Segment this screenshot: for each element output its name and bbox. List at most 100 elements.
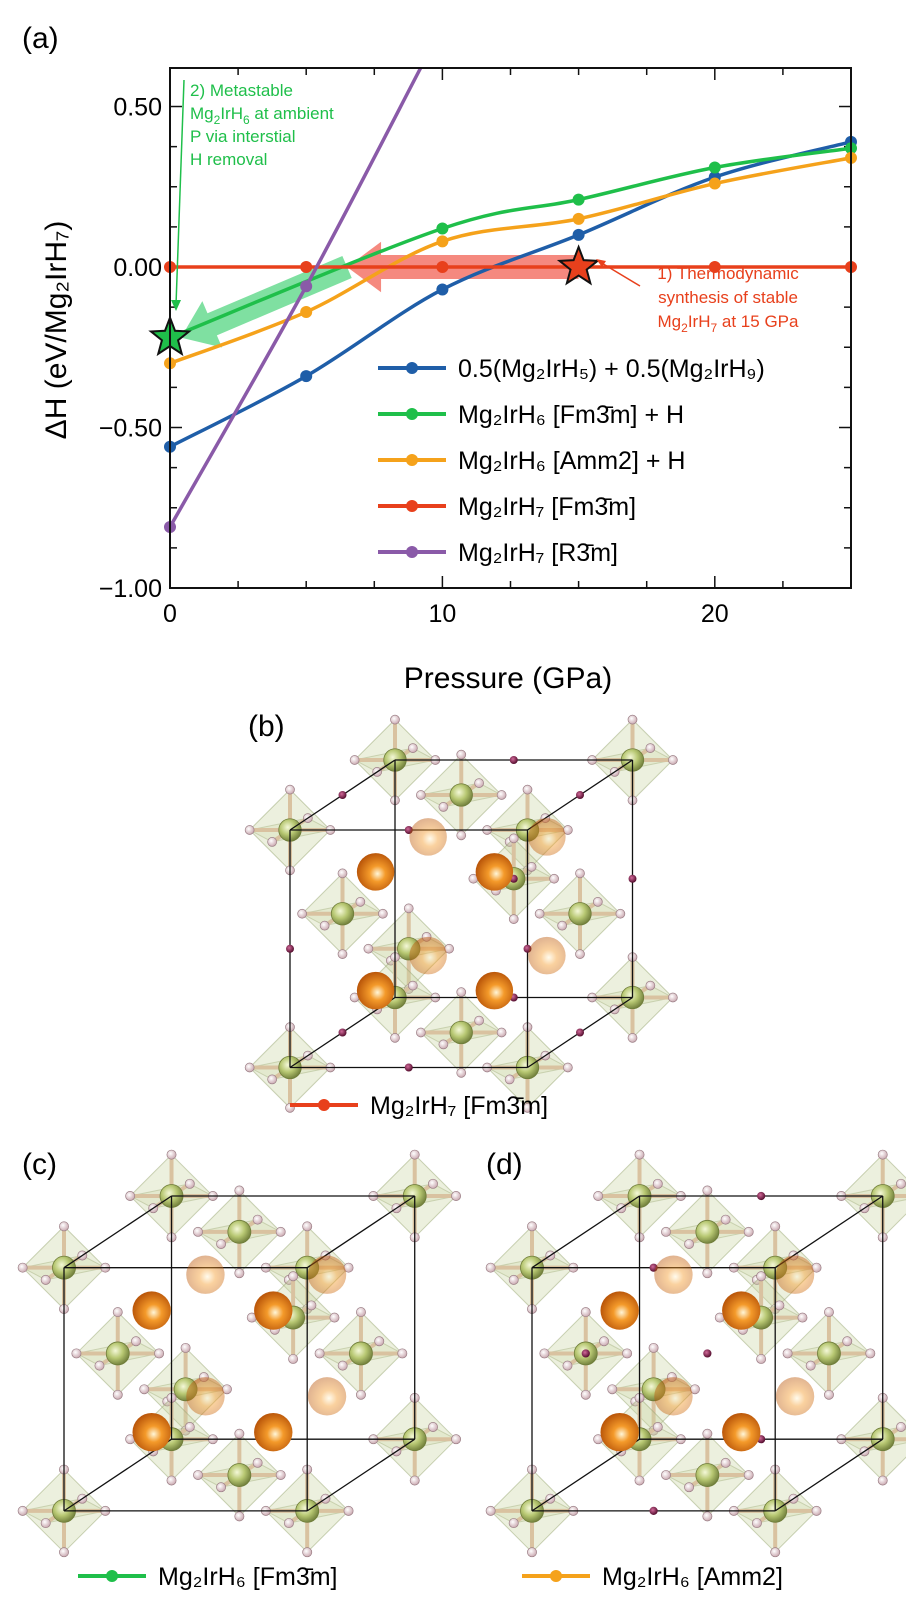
mg-atom (356, 971, 395, 1010)
h-atom (508, 914, 519, 924)
h-atom (59, 1547, 69, 1558)
h-atom (634, 1475, 645, 1486)
mg-atom (254, 1412, 293, 1452)
h-atom (139, 1384, 150, 1395)
crystal-structure-d (485, 1149, 906, 1558)
h-atom (285, 784, 295, 795)
cell-edge (774, 1438, 884, 1512)
series-line-h6_amm2 (169, 156, 852, 365)
h-atom (580, 1389, 591, 1400)
thermo-line-1: 1) Thermodynamic (657, 264, 799, 283)
meta-line-3: P via interstial (190, 127, 296, 146)
meta-line-4: H removal (190, 150, 267, 169)
mg-atom (132, 1412, 171, 1452)
y-tick-labels: 0.50 0.00 −0.50 −1.00 (99, 94, 162, 603)
h-atom (534, 908, 545, 919)
data-point-h7_fm3m (708, 261, 721, 274)
interstitial-h-atom (338, 791, 347, 799)
h-atom (363, 943, 374, 954)
h-atom (842, 1336, 853, 1347)
h-atom (166, 1149, 177, 1160)
panel-label-a: (a) (22, 22, 59, 55)
h-atom (456, 987, 467, 997)
data-point-h6_amm2 (300, 305, 313, 318)
h-atom (403, 903, 414, 914)
h-atom (508, 833, 519, 844)
h-atom (306, 1300, 317, 1311)
h-atom (319, 920, 330, 931)
h-atom (193, 1226, 203, 1237)
h-atom (720, 1214, 731, 1225)
legend-item-h7_fm3m: Mg₂IrH₇ [Fm3̄m] (378, 493, 636, 521)
mg-atom (186, 1377, 225, 1416)
h-atom (496, 1027, 507, 1038)
plot-frame (169, 67, 852, 589)
thermo-line-2: synthesis of stable (658, 288, 798, 307)
h-atom (702, 1268, 713, 1279)
ir-atom (349, 1341, 373, 1366)
structure-panel-d: (d) Mg₂IrH₆ [Amm2] (485, 1148, 906, 1591)
data-point-h7_fm3m (436, 261, 449, 274)
h-atom (125, 1191, 136, 1201)
h-atom (575, 868, 585, 879)
h-atom (668, 992, 678, 1003)
h-atom (297, 908, 307, 919)
y-tick-label: −1.00 (99, 575, 162, 603)
legend-item-h6_amm2: Mg₂IrH₆ [Amm2] + H (378, 447, 685, 475)
h-atom (522, 784, 533, 795)
mg-atom (475, 971, 514, 1010)
series-line-mg2irh5_h9 (169, 140, 852, 449)
h-atom (409, 1149, 420, 1160)
h-atom (378, 908, 388, 919)
h-atom (193, 1470, 203, 1480)
h-atom (684, 1239, 695, 1249)
h-atom (474, 778, 484, 788)
mg-atom (132, 1291, 171, 1330)
ir-octahedron (71, 1307, 165, 1400)
data-point-h6_amm2 (436, 235, 449, 248)
chart-legend: 0.5(Mg₂IrH₅) + 0.5(Mg₂IrH₉) Mg₂IrH₆ [Fm3̄… (378, 355, 765, 567)
h-atom (180, 1342, 191, 1353)
h-atom (702, 1185, 713, 1196)
h-atom (607, 1384, 618, 1395)
h-atom (397, 1348, 408, 1359)
mg-atom (775, 1255, 815, 1294)
h-atom (770, 1547, 781, 1558)
legend-marker (406, 408, 418, 420)
ir-atom (227, 1219, 252, 1244)
h-atom (824, 1307, 834, 1318)
h-atom (234, 1268, 245, 1279)
h-atom (166, 1475, 177, 1486)
h-atom (865, 1348, 876, 1359)
h-atom (661, 1470, 671, 1480)
ir-atom (227, 1463, 252, 1487)
h-atom (438, 802, 449, 812)
legend-marker (406, 454, 418, 466)
h-atom (408, 980, 418, 991)
h-atom (302, 1221, 313, 1232)
h-atom (751, 1518, 762, 1529)
h-atom (504, 1074, 515, 1085)
h-atom (645, 980, 656, 991)
h-atom (896, 1422, 906, 1432)
structure-legend-d: Mg₂IrH₆ [Amm2] (522, 1563, 783, 1591)
ir-atom (449, 783, 473, 807)
x-tick-label: 10 (428, 600, 456, 628)
h-atom (288, 1271, 299, 1282)
ir-octahedron (661, 1185, 754, 1279)
interstitial-h-atom (628, 874, 637, 883)
h-atom (652, 1422, 663, 1432)
h-atom (575, 949, 585, 959)
h-atom (743, 1226, 754, 1237)
h-atom (896, 1178, 906, 1189)
ir-atom (330, 902, 355, 926)
thermo-line-3: Mg2IrH7 at 15 GPa (658, 312, 799, 335)
ir-atom (695, 1219, 720, 1244)
interstitial-h-atom (338, 1028, 347, 1037)
h-atom (456, 830, 467, 841)
legend-marker (406, 546, 418, 558)
mg-atom (528, 818, 566, 856)
h-atom (275, 1226, 286, 1237)
interstitial-h-atom (576, 1028, 584, 1037)
